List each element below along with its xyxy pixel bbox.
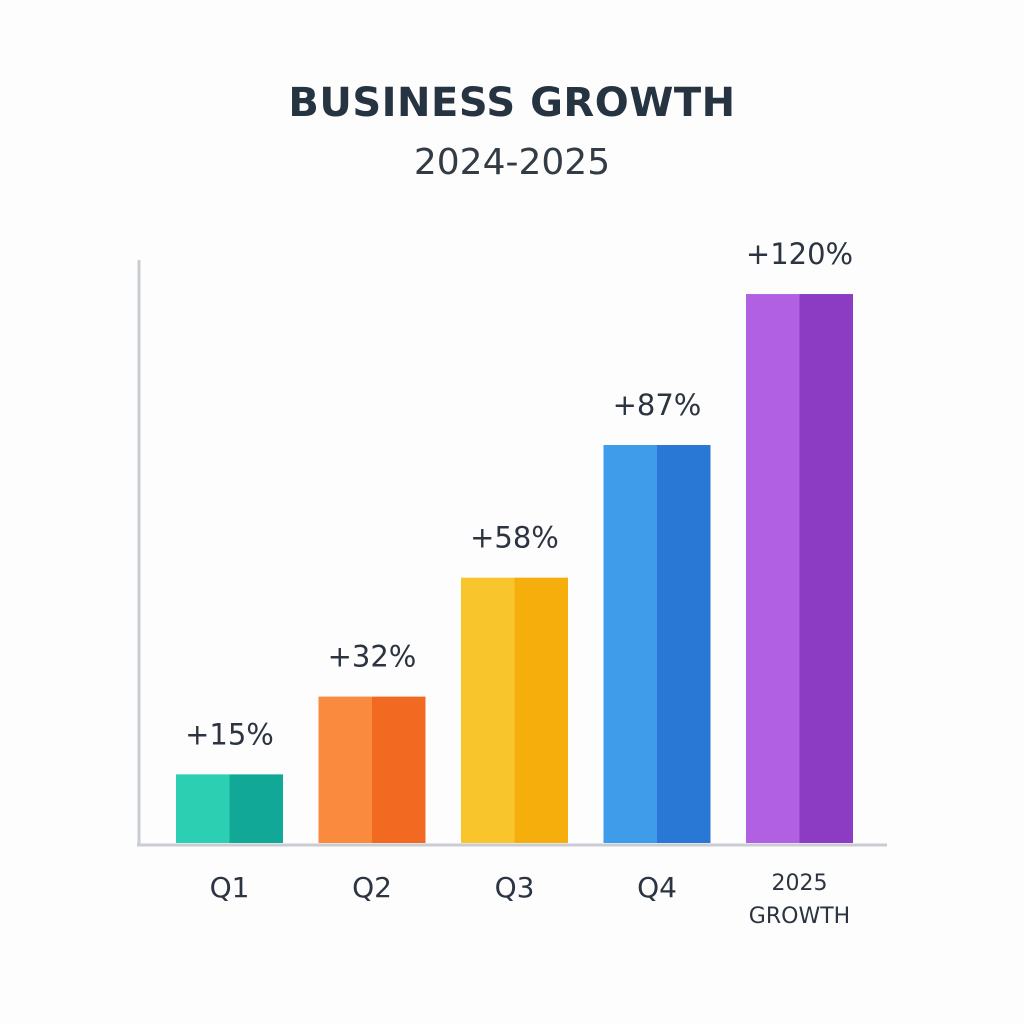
x-tick-label-1: Q1 (210, 871, 250, 904)
bar-4-value-label: +87% (613, 388, 702, 422)
bar-3-value-label: +58% (470, 521, 559, 555)
x-tick-label-2: Q2 (352, 871, 392, 904)
x-tick-label-4: Q4 (637, 871, 677, 904)
bar-2-value-label: +32% (328, 640, 417, 674)
bar-3-dark-face (514, 577, 568, 843)
chart-subtitle: 2024-2025 (413, 142, 611, 183)
bar-5-light-face (746, 294, 800, 843)
bar-1-value-label: +15% (185, 717, 274, 751)
bar-1-dark-face (229, 774, 283, 843)
bar-5-dark-face (799, 294, 853, 843)
x-tick-label-5: 2025 GROWTH (749, 871, 850, 929)
bar-2-dark-face (372, 696, 426, 843)
bar-1-light-face (176, 774, 230, 843)
bars-group: +15% Q1 +32% Q2 +58% Q3 +87% Q4 +120% 2025 GROWTH (176, 237, 853, 929)
bar-2-light-face (318, 696, 372, 843)
bar-4-dark-face (657, 445, 711, 843)
chart-title: BUSINESS GROWTH (288, 80, 736, 126)
x-tick-label-3: Q3 (495, 871, 535, 904)
bar-4-light-face (603, 445, 657, 843)
bar-5-value-label: +120% (746, 237, 853, 271)
bar-3-light-face (461, 577, 515, 843)
